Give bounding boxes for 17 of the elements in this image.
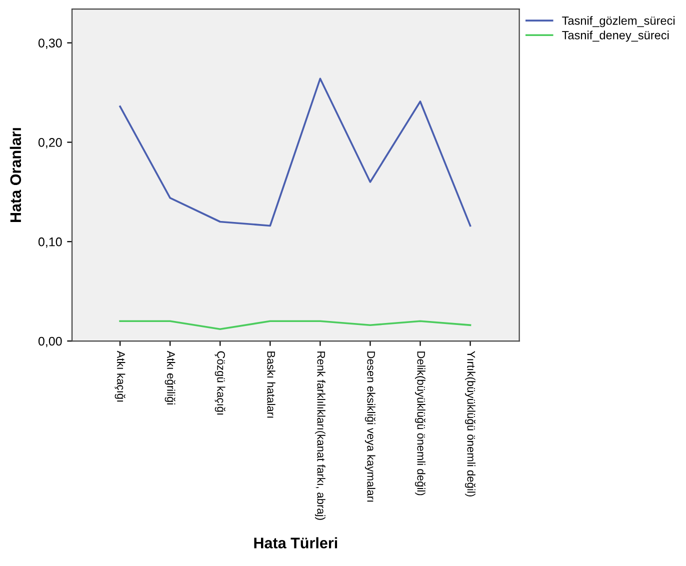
- x-axis-title: Hata Türleri: [254, 537, 338, 548]
- line-series: [119, 78, 472, 227]
- x-tick-label: Çözgü kaçığı: [214, 351, 226, 415]
- x-tick-label: Renk farklılıkları(kanat farkı, abraj): [315, 352, 326, 520]
- legend-label: Tasnif_gözlem_süreci: [562, 16, 675, 28]
- x-tick-label: Baskı hataları: [267, 352, 276, 418]
- y-axis-title: Hata Oranları: [10, 128, 22, 222]
- legend-label: Tasnif_deney_süreci: [562, 30, 669, 42]
- y-tick-label: 0,10: [38, 237, 62, 248]
- y-tick-label: 0,00: [38, 336, 62, 348]
- x-tick-label: Yırtık(büyüklüğü önemli değil): [465, 350, 476, 496]
- y-tick-label: 0,30: [38, 38, 62, 49]
- x-tick-label: Atkı eğriliği: [164, 350, 176, 404]
- x-tick-label: Atkı kaçığı: [114, 350, 126, 402]
- y-tick-label: 0,20: [38, 138, 62, 148]
- x-tick-label: Desen eksikliği veya kaymaları: [364, 352, 376, 502]
- x-tick-label: Delik(büyüklüğü önemli değil): [414, 352, 426, 496]
